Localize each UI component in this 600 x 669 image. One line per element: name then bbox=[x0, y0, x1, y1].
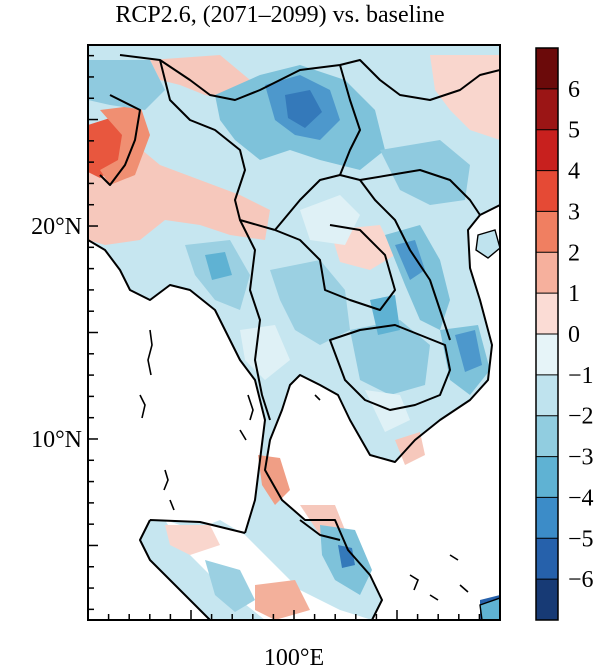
warming-region-north bbox=[150, 55, 250, 100]
colorbar-label: −2 bbox=[568, 404, 594, 430]
colorbar-swatch bbox=[536, 252, 558, 294]
colorbar-swatch bbox=[536, 579, 558, 621]
border-china-north bbox=[119, 54, 341, 101]
colorbar-swatches bbox=[536, 48, 558, 621]
border-laos-vietnam bbox=[359, 179, 451, 341]
colorbar-swatch bbox=[536, 538, 558, 580]
colorbar-label: −5 bbox=[568, 526, 594, 552]
colorbar-label: 1 bbox=[568, 281, 580, 307]
colorbar-label: 2 bbox=[568, 240, 580, 266]
colorbar-swatch bbox=[536, 456, 558, 498]
colorbar-swatch bbox=[536, 129, 558, 172]
colorbar-label: 6 bbox=[568, 77, 580, 103]
island-andaman-1 bbox=[147, 329, 153, 376]
temperature-change-field bbox=[88, 45, 500, 620]
sumatra-coastline bbox=[139, 519, 246, 620]
lat-label: 10°N bbox=[31, 427, 82, 453]
border-myanmar-china bbox=[159, 59, 276, 231]
colorbar-label: 0 bbox=[568, 322, 580, 348]
colorbar-label: −1 bbox=[568, 363, 594, 389]
colorbar-label: −3 bbox=[568, 445, 594, 471]
colorbar-swatch bbox=[536, 334, 558, 376]
mainland-coastline bbox=[264, 204, 500, 620]
weak-change-region-thailand bbox=[240, 325, 290, 380]
warming-region-sumatra bbox=[255, 580, 310, 620]
coastline-and-borders bbox=[88, 54, 500, 620]
island-hainan bbox=[475, 229, 500, 259]
cooling-region-north-far bbox=[88, 60, 165, 110]
cooling-region-sumatra bbox=[205, 560, 255, 612]
strong-cooling-vietnam bbox=[395, 240, 425, 280]
lat-ticks bbox=[88, 54, 98, 611]
colorbar-label: 3 bbox=[568, 199, 580, 225]
colorbar-swatch bbox=[536, 497, 558, 539]
small-islands bbox=[139, 329, 469, 601]
border-thailand-myanmar bbox=[239, 219, 271, 421]
border-malaysia-thailand bbox=[299, 519, 341, 541]
border-thailand-laos bbox=[274, 224, 396, 311]
border-china-laos-vietnam bbox=[274, 169, 481, 231]
colorbar-swatch bbox=[536, 374, 558, 417]
cooling-region-thailand bbox=[270, 260, 350, 345]
island-borneo-tip bbox=[479, 597, 500, 620]
island-nicobar-2 bbox=[169, 499, 175, 511]
lon-ticks bbox=[87, 610, 501, 620]
lon-label: 100°E bbox=[264, 645, 324, 669]
island-mergui-1 bbox=[247, 394, 254, 421]
border-northern-region bbox=[339, 59, 500, 101]
warming-region-sumatra-north bbox=[165, 525, 220, 555]
cooling-region-myanmar-core bbox=[205, 252, 232, 280]
colorbar-label: 5 bbox=[568, 118, 580, 144]
weak-change-region-south bbox=[365, 390, 410, 432]
colorbar-label: −6 bbox=[568, 567, 594, 593]
axis-ticks bbox=[87, 54, 501, 620]
colorbar-label: −4 bbox=[568, 485, 594, 511]
lat-label: 20°N bbox=[31, 214, 82, 240]
island-andaman-2 bbox=[139, 394, 146, 419]
island-south-4 bbox=[429, 594, 439, 601]
warming-region-northeast bbox=[430, 55, 500, 140]
colorbar-swatch bbox=[536, 48, 558, 90]
border-myanmar-india bbox=[99, 94, 141, 186]
map-title: RCP2.6, (2071–2099) vs. baseline bbox=[115, 2, 445, 28]
lon-labels: 100°E bbox=[264, 645, 324, 669]
myanmar-coastline bbox=[88, 239, 266, 534]
colorbar-label: 4 bbox=[568, 159, 580, 185]
colorbar-swatch bbox=[536, 211, 558, 253]
colorbar-swatch bbox=[536, 88, 558, 131]
island-mergui-2 bbox=[239, 429, 247, 441]
island-south-1 bbox=[409, 574, 419, 591]
colorbar-swatch bbox=[536, 170, 558, 212]
colorbar-swatch bbox=[536, 293, 558, 335]
border-cambodia bbox=[329, 324, 451, 411]
island-south-2 bbox=[449, 554, 459, 561]
strong-cooling-malay bbox=[338, 545, 355, 568]
island-gulf-1 bbox=[314, 394, 321, 401]
colorbar-swatch bbox=[536, 415, 558, 458]
cooling-region-cambodia bbox=[350, 320, 430, 395]
weak-change-region-laos bbox=[300, 195, 360, 245]
island-south-3 bbox=[459, 584, 469, 593]
warming-region-south-coast bbox=[395, 432, 425, 465]
island-nicobar-1 bbox=[163, 469, 169, 491]
colorbar-labels: 6 5 4 3 2 1 0 −1 −2 −3 −4 −5 −6 bbox=[536, 77, 594, 593]
map-panel: 20°N 10°N 100°E bbox=[31, 44, 501, 669]
colorbar: 6 5 4 3 2 1 0 −1 −2 −3 −4 −5 −6 bbox=[535, 47, 594, 621]
strong-cooling-south-vietnam bbox=[455, 330, 482, 372]
border-inner-north bbox=[339, 64, 361, 176]
lat-labels: 20°N 10°N bbox=[31, 214, 82, 453]
strong-cooling-north-core bbox=[285, 90, 322, 128]
